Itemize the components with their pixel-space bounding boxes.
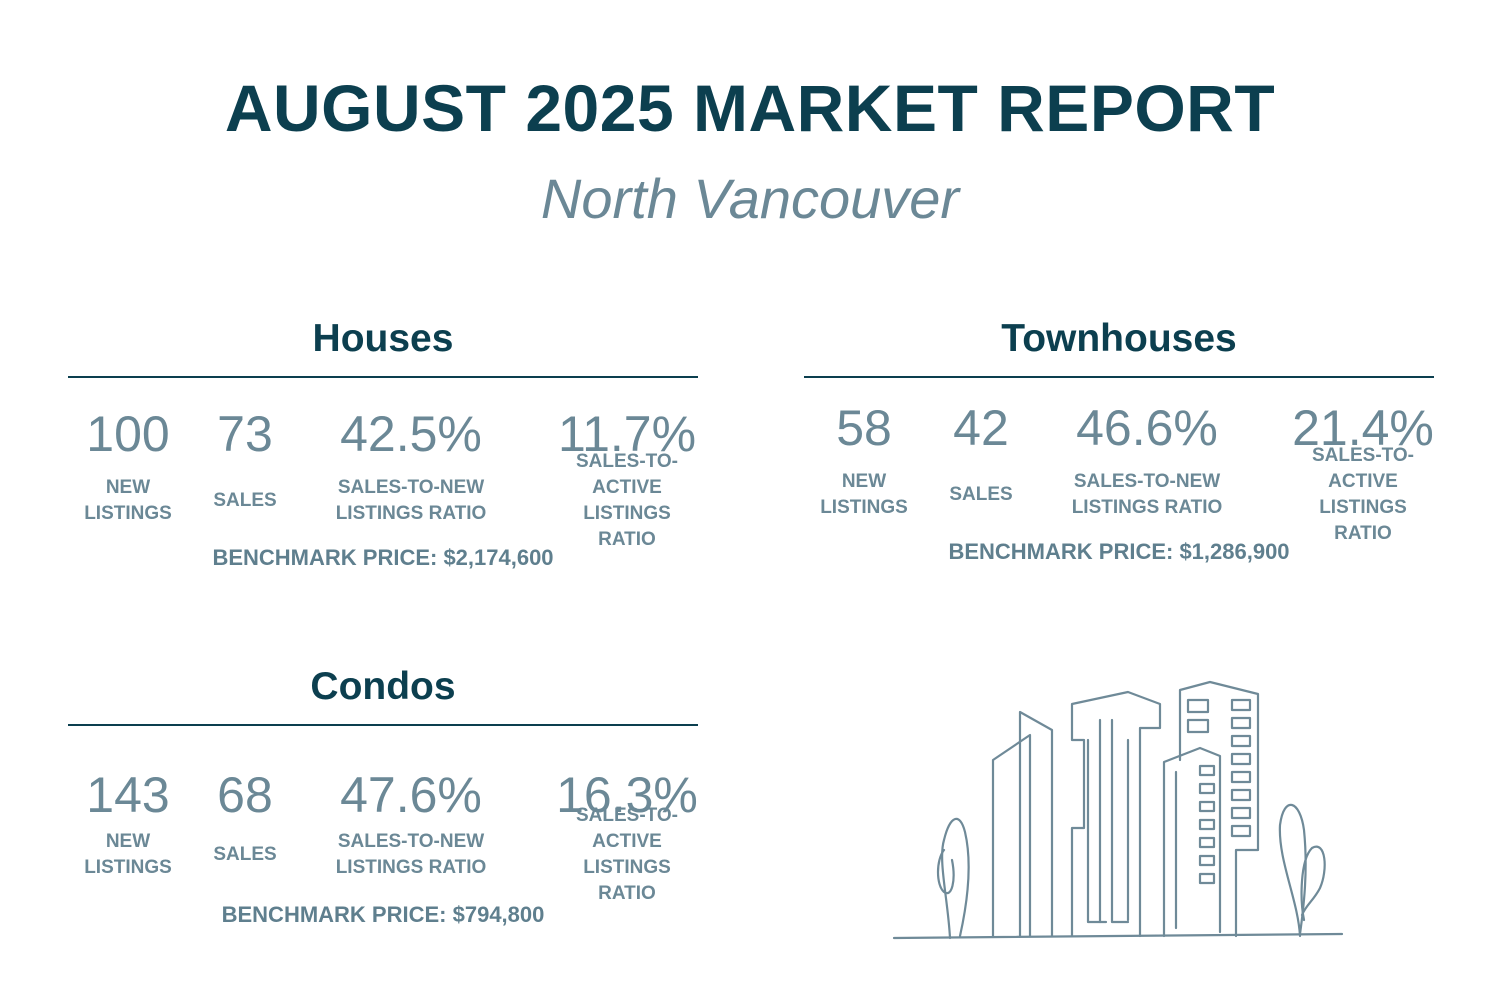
stat-label: NEW LISTINGS — [84, 477, 172, 524]
stat-label: SALES-TO-ACTIVE LISTINGS RATIO — [575, 451, 679, 550]
houses-sales-to-active-ratio: 11.7% SALES-TO-ACTIVE LISTINGS RATIO — [557, 403, 697, 550]
stat-value: 21.4% — [1292, 400, 1434, 456]
stat-label: SALES-TO-NEW LISTINGS RATIO — [335, 477, 487, 524]
townhouses-section: Townhouses 58 NEW LISTINGS 42 SALES 46.6… — [804, 316, 1434, 565]
houses-sales-to-new-ratio: 42.5% SALES-TO-NEW LISTINGS RATIO — [336, 403, 487, 527]
stat-label: SALES-TO-NEW LISTINGS RATIO — [1071, 471, 1223, 518]
condos-section: Condos 143 NEW LISTINGS 68 SALES 47.6% S… — [68, 664, 698, 928]
condos-divider — [68, 724, 698, 726]
stat-label: SALES-TO-NEW LISTINGS RATIO — [335, 831, 487, 878]
townhouses-stats: 58 NEW LISTINGS 42 SALES 46.6% SALES-TO-… — [804, 397, 1434, 544]
condos-sales-to-active-ratio: 16.3% SALES-TO-ACTIVE LISTINGS RATIO — [556, 764, 698, 904]
stat-value: 58 — [836, 400, 892, 456]
stat-value: 42.5% — [340, 406, 482, 462]
report-subtitle: North Vancouver — [540, 167, 960, 230]
stat-label: SALES — [213, 844, 277, 865]
condos-benchmark-price: BENCHMARK PRICE: $794,800 — [221, 902, 545, 927]
condos-sales-to-new-ratio: 47.6% SALES-TO-NEW LISTINGS RATIO — [336, 764, 487, 881]
condos-stats: 143 NEW LISTINGS 68 SALES 47.6% SALES-TO… — [68, 764, 698, 904]
report-title: AUGUST 2025 MARKET REPORT — [224, 71, 1276, 145]
condos-title: Condos — [310, 665, 456, 708]
townhouses-title: Townhouses — [1001, 317, 1237, 360]
stat-label: SALES — [949, 484, 1013, 505]
townhouses-divider — [804, 376, 1434, 378]
houses-new-listings: 100 NEW LISTINGS — [84, 403, 172, 527]
stat-label: SALES-TO-ACTIVE LISTINGS RATIO — [1311, 445, 1415, 544]
townhouses-benchmark-price: BENCHMARK PRICE: $1,286,900 — [948, 539, 1290, 564]
townhouses-sales: 42 SALES — [949, 397, 1012, 521]
stat-label: SALES-TO-ACTIVE LISTINGS RATIO — [575, 805, 679, 904]
stat-value: 46.6% — [1076, 400, 1218, 456]
stat-value: 47.6% — [340, 767, 482, 823]
stat-value: 68 — [217, 767, 273, 823]
stat-value: 42 — [953, 400, 1009, 456]
stat-value: 16.3% — [556, 767, 698, 823]
houses-title: Houses — [312, 317, 454, 360]
stat-label: NEW LISTINGS — [84, 831, 172, 878]
stat-value: 11.7% — [557, 406, 697, 462]
stat-value: 100 — [86, 406, 170, 462]
stat-value: 143 — [86, 767, 170, 823]
houses-section: Houses 100 NEW LISTINGS 73 SALES 42.5% S… — [68, 316, 698, 571]
stat-value: 73 — [217, 406, 273, 462]
townhouses-sales-to-new-ratio: 46.6% SALES-TO-NEW LISTINGS RATIO — [1072, 397, 1223, 521]
houses-divider — [68, 376, 698, 378]
houses-sales: 73 SALES — [213, 403, 276, 527]
city-skyline-line-art-icon — [892, 680, 1344, 940]
condos-sales: 68 SALES — [213, 764, 276, 881]
townhouses-new-listings: 58 NEW LISTINGS — [820, 397, 908, 521]
stat-label: NEW LISTINGS — [820, 471, 908, 518]
condos-new-listings: 143 NEW LISTINGS — [84, 764, 172, 881]
townhouses-sales-to-active-ratio: 21.4% SALES-TO-ACTIVE LISTINGS RATIO — [1292, 397, 1434, 544]
houses-stats: 100 NEW LISTINGS 73 SALES 42.5% SALES-TO… — [68, 403, 698, 550]
stat-label: SALES — [213, 490, 277, 511]
houses-benchmark-price: BENCHMARK PRICE: $2,174,600 — [212, 545, 554, 570]
